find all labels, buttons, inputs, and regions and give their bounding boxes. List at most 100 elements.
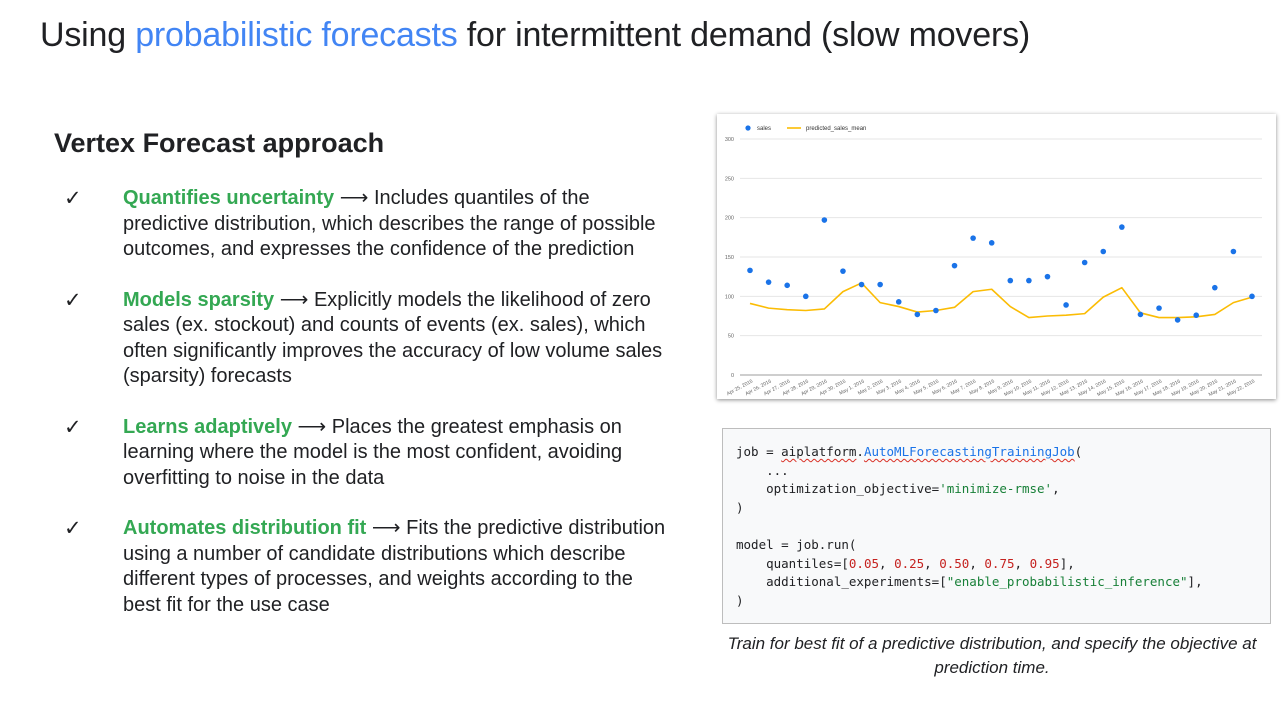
code-token: additional_experiments=[ — [736, 574, 947, 590]
series-line — [749, 282, 1253, 319]
code-token: , — [969, 555, 985, 571]
code-line: job = aiplatform.AutoMLForecastingTraini… — [736, 443, 1270, 462]
bullet-lead: Quantifies uncertainty — [123, 187, 335, 209]
code-token: 0.50 — [939, 555, 970, 571]
check-icon: ✓ — [64, 517, 82, 540]
data-point — [1249, 293, 1255, 300]
check-icon: ✓ — [64, 187, 82, 210]
y-tick-label: 150 — [725, 255, 734, 261]
code-token: ) — [736, 499, 744, 515]
y-tick-label: 100 — [725, 294, 734, 300]
code-token: job = — [736, 444, 782, 459]
code-snippet: job = aiplatform.AutoMLForecastingTraini… — [722, 428, 1271, 624]
code-token: 0.75 — [984, 555, 1015, 571]
bullet-item: ✓ Learns adaptively ⟶ Places the greatest… — [64, 415, 674, 492]
bullet-text: Explicitly models the likelihood of zero… — [123, 288, 663, 388]
data-point — [1212, 284, 1218, 291]
bullet-arrow: ⟶ — [366, 517, 407, 539]
code-token: quantiles=[ — [736, 555, 849, 571]
bullet-arrow: ⟶ — [291, 415, 332, 438]
title-prefix: Using — [40, 16, 136, 54]
forecast-chart: 0 50 100 150 200 250 300 Apr 25, 2016 Apr 26, 20… — [717, 114, 1276, 399]
bullet-lead: Models sparsity — [123, 288, 275, 311]
code-token: model = job.run( — [736, 536, 857, 552]
data-point — [914, 311, 921, 318]
bullet-text: Includes quantiles of the predictive dis… — [123, 187, 656, 260]
data-point — [765, 279, 772, 285]
code-token: , — [924, 555, 940, 571]
code-token: ], — [1187, 574, 1203, 590]
code-token: "enable_probabilistic_inference" — [946, 574, 1188, 590]
code-token: optimization_objective= — [736, 481, 940, 497]
code-token: AutoMLForecastingTrainingJob — [863, 444, 1075, 459]
data-point — [802, 293, 809, 300]
y-tick-label: 0 — [731, 373, 734, 379]
code-line: ... — [736, 462, 1270, 481]
bullet-arrow: ⟶ — [334, 187, 374, 209]
data-point — [933, 307, 939, 314]
code-token: . — [856, 444, 864, 459]
code-line: additional_experiments=["enable_probabil… — [736, 573, 1270, 592]
data-point — [1100, 248, 1107, 255]
page-title: Using probabilistic forecasts for interm… — [40, 16, 1030, 55]
check-icon: ✓ — [64, 415, 82, 439]
code-token: ( — [1074, 444, 1083, 459]
data-point — [951, 262, 958, 269]
code-token: , — [1014, 555, 1030, 571]
bullet-text: Fits the predictive distribution using a… — [123, 517, 666, 616]
bullet-lead: Automates distribution fit — [123, 517, 367, 539]
code-line: ) — [736, 592, 1270, 611]
data-point — [895, 299, 902, 305]
code-line — [736, 517, 1270, 536]
bullet-list: ✓ Quantifies uncertainty ⟶ Includes quant… — [64, 186, 674, 643]
code-caption: Train for best fit of a predictive distr… — [727, 634, 1257, 677]
bullet-item: ✓ Quantifies uncertainty ⟶ Includes quant… — [64, 186, 674, 263]
data-point — [1156, 305, 1162, 311]
data-point — [970, 235, 976, 241]
data-point — [1063, 302, 1069, 308]
bullet-arrow: ⟶ — [274, 288, 314, 311]
data-point — [1007, 277, 1014, 284]
data-point — [1044, 273, 1051, 280]
bullet-lead: Learns adaptively — [123, 415, 292, 438]
data-point — [1026, 277, 1032, 284]
y-tick-label: 200 — [725, 216, 734, 222]
code-line: ) — [736, 499, 1270, 518]
legend-label: sales — [757, 126, 771, 132]
data-point — [988, 240, 995, 246]
data-point — [784, 282, 790, 289]
data-point — [877, 281, 883, 288]
title-suffix: for intermittent demand (slow movers) — [457, 16, 1030, 54]
code-token: 0.25 — [894, 555, 925, 571]
data-point — [747, 267, 753, 274]
bullet-text: Places the greatest emphasis on learning… — [123, 415, 623, 489]
data-point — [858, 281, 865, 288]
bullet-item: ✓ Automates distribution fit ⟶ Fits the p… — [64, 516, 674, 618]
section-heading: Vertex Forecast approach — [54, 128, 385, 158]
data-point — [1174, 317, 1181, 323]
legend-label: predicted_sales_mean — [806, 126, 866, 132]
y-tick-label: 250 — [725, 176, 734, 182]
data-point — [1119, 224, 1125, 230]
code-token: , — [1052, 481, 1060, 497]
data-point — [821, 217, 828, 223]
code-line: quantiles=[0.05, 0.25, 0.50, 0.75, 0.95]… — [736, 555, 1270, 574]
code-line: model = job.run( — [736, 536, 1270, 555]
code-token: 'minimize-rmse' — [939, 481, 1053, 497]
data-point — [1137, 311, 1144, 318]
bullet-item: ✓ Models sparsity ⟶ Explicitly models the… — [64, 288, 674, 390]
code-token: 0.05 — [848, 555, 879, 571]
code-token: 0.95 — [1029, 555, 1060, 571]
code-token: ) — [736, 592, 744, 608]
code-token: , — [879, 555, 895, 571]
code-line: optimization_objective='minimize-rmse', — [736, 480, 1270, 499]
data-point — [1230, 248, 1237, 255]
code-token: aiplatform — [781, 444, 857, 459]
data-point — [1081, 259, 1088, 266]
code-token: ], — [1059, 555, 1075, 571]
y-tick-label: 50 — [728, 334, 734, 340]
data-point — [840, 268, 846, 274]
check-icon: ✓ — [64, 288, 82, 312]
legend-marker — [745, 125, 751, 131]
